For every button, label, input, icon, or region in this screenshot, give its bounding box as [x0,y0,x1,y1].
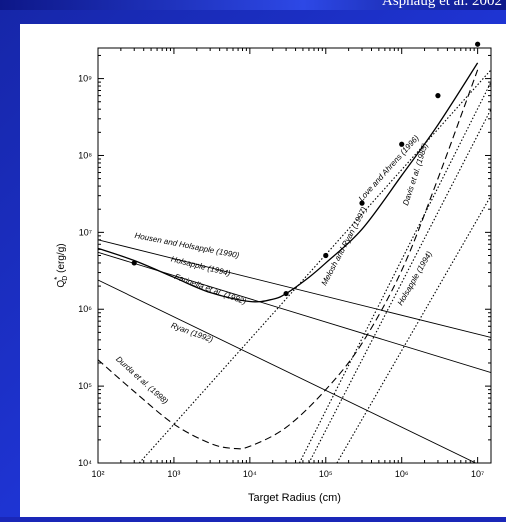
x-tick-label: 10⁵ [319,469,333,479]
data-point [359,200,365,206]
q-star-chart: 10² 10³ 10⁴ 10⁵ 10⁶ 10⁷ 10⁴ 10⁵ 10⁶ 10⁷ 10⁸ 10⁹ Hou… [53,41,492,504]
data-point [475,41,481,47]
x-tick-label: 10⁶ [395,469,409,479]
x-tick-label: 10³ [167,469,180,479]
series-lines [98,62,491,463]
citation-text: Asphaug et al. 2002 [382,0,502,9]
data-point [283,290,289,297]
x-tick-label: 10⁷ [471,469,484,479]
series-line-3 [98,279,477,463]
x-axis-label: Target Radius (cm) [248,492,341,504]
data-points [131,41,481,297]
plot-frame [97,47,492,464]
series-line-8 [336,195,491,463]
x-tick-label: 10⁴ [243,469,257,479]
y-tick-label: 10⁷ [79,227,92,237]
series-annotation: Housen and Holsapple (1990) [134,231,240,260]
data-point [435,93,441,99]
x-tick-label: 10² [91,469,104,479]
series-line-5 [138,69,491,463]
series-line-2 [98,251,491,374]
y-tick-label: 10⁶ [78,304,92,314]
series-line-6 [298,81,491,463]
series-line-4 [98,69,479,450]
data-point [323,252,329,259]
y-tick-label: 10⁵ [78,381,92,391]
y-tick-label: 10⁹ [78,74,92,84]
series-annotation: Melosh and Ryan (1997) [320,205,369,287]
series-annotation: Farinella et al. (1982) [173,272,247,306]
y-axis-label: Q*D (erg/g) [53,243,69,287]
figure-panel: 10² 10³ 10⁴ 10⁵ 10⁶ 10⁷ 10⁴ 10⁵ 10⁶ 10⁷ 10⁸ 10⁹ Hou… [20,24,506,517]
data-point [399,141,405,147]
data-point [131,260,137,266]
series-annotation: Holsapple (1994) [396,250,434,308]
y-tick-label: 10⁸ [78,150,92,160]
series-annotation: Ryan (1992) [170,321,215,345]
y-tick-label: 10⁴ [78,458,92,468]
slide-top-bar [0,0,506,10]
